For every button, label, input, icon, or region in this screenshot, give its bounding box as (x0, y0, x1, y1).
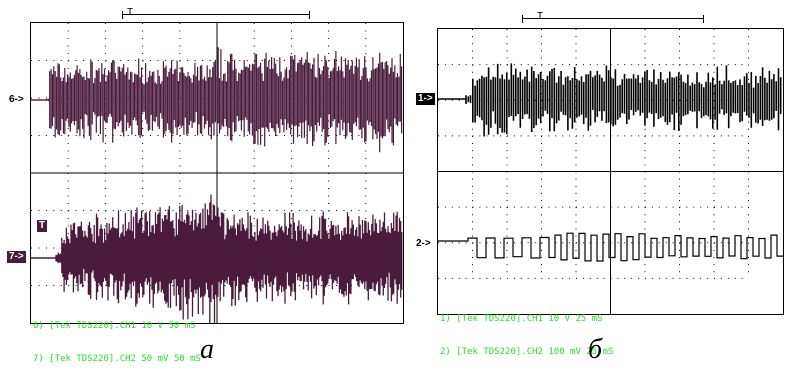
panel-label-b: б (588, 334, 603, 365)
legend-a-line-1: 6) [Tek TDS220].CH1 10 V 50 mS (33, 321, 196, 331)
channel-marker-7: 7-> (7, 251, 26, 263)
trigger-bar-b: T (522, 11, 704, 23)
legend-b-line-2: 2) [Tek TDS220].CH2 100 mV 25 mS (440, 347, 614, 357)
channel-marker-2: 2-> (416, 238, 431, 249)
trace-ch1 (438, 63, 782, 137)
channel-marker-1: 1-> (416, 93, 435, 105)
trigger-label-b: T (537, 11, 544, 22)
trigger-label-a: T (127, 7, 134, 18)
legend-a: 6) [Tek TDS220].CH1 10 V 50 mS 7) [Tek T… (33, 299, 201, 376)
trace-ch6 (31, 47, 403, 153)
scope-traces-b (438, 29, 783, 314)
legend-b: 1) [Tek TDS220].CH1 10 V 25 mS 2) [Tek T… (440, 292, 613, 369)
channel-marker-6: 6-> (9, 94, 24, 105)
oscilloscope-panel-b (437, 28, 784, 315)
trace-ch7 (31, 194, 403, 323)
oscilloscope-panel-a (30, 22, 404, 324)
legend-b-line-1: 1) [Tek TDS220].CH1 10 V 25 mS (440, 314, 603, 324)
graticule-b (438, 29, 783, 314)
panel-label-a: а (200, 334, 214, 365)
trace-ch2 (438, 232, 783, 262)
scope-traces-a (31, 23, 403, 323)
trigger-bar-a: T (122, 7, 310, 19)
legend-a-line-2: 7) [Tek TDS220].CH2 50 mV 50 mS (33, 354, 201, 364)
trigger-marker-a: T (37, 220, 48, 232)
